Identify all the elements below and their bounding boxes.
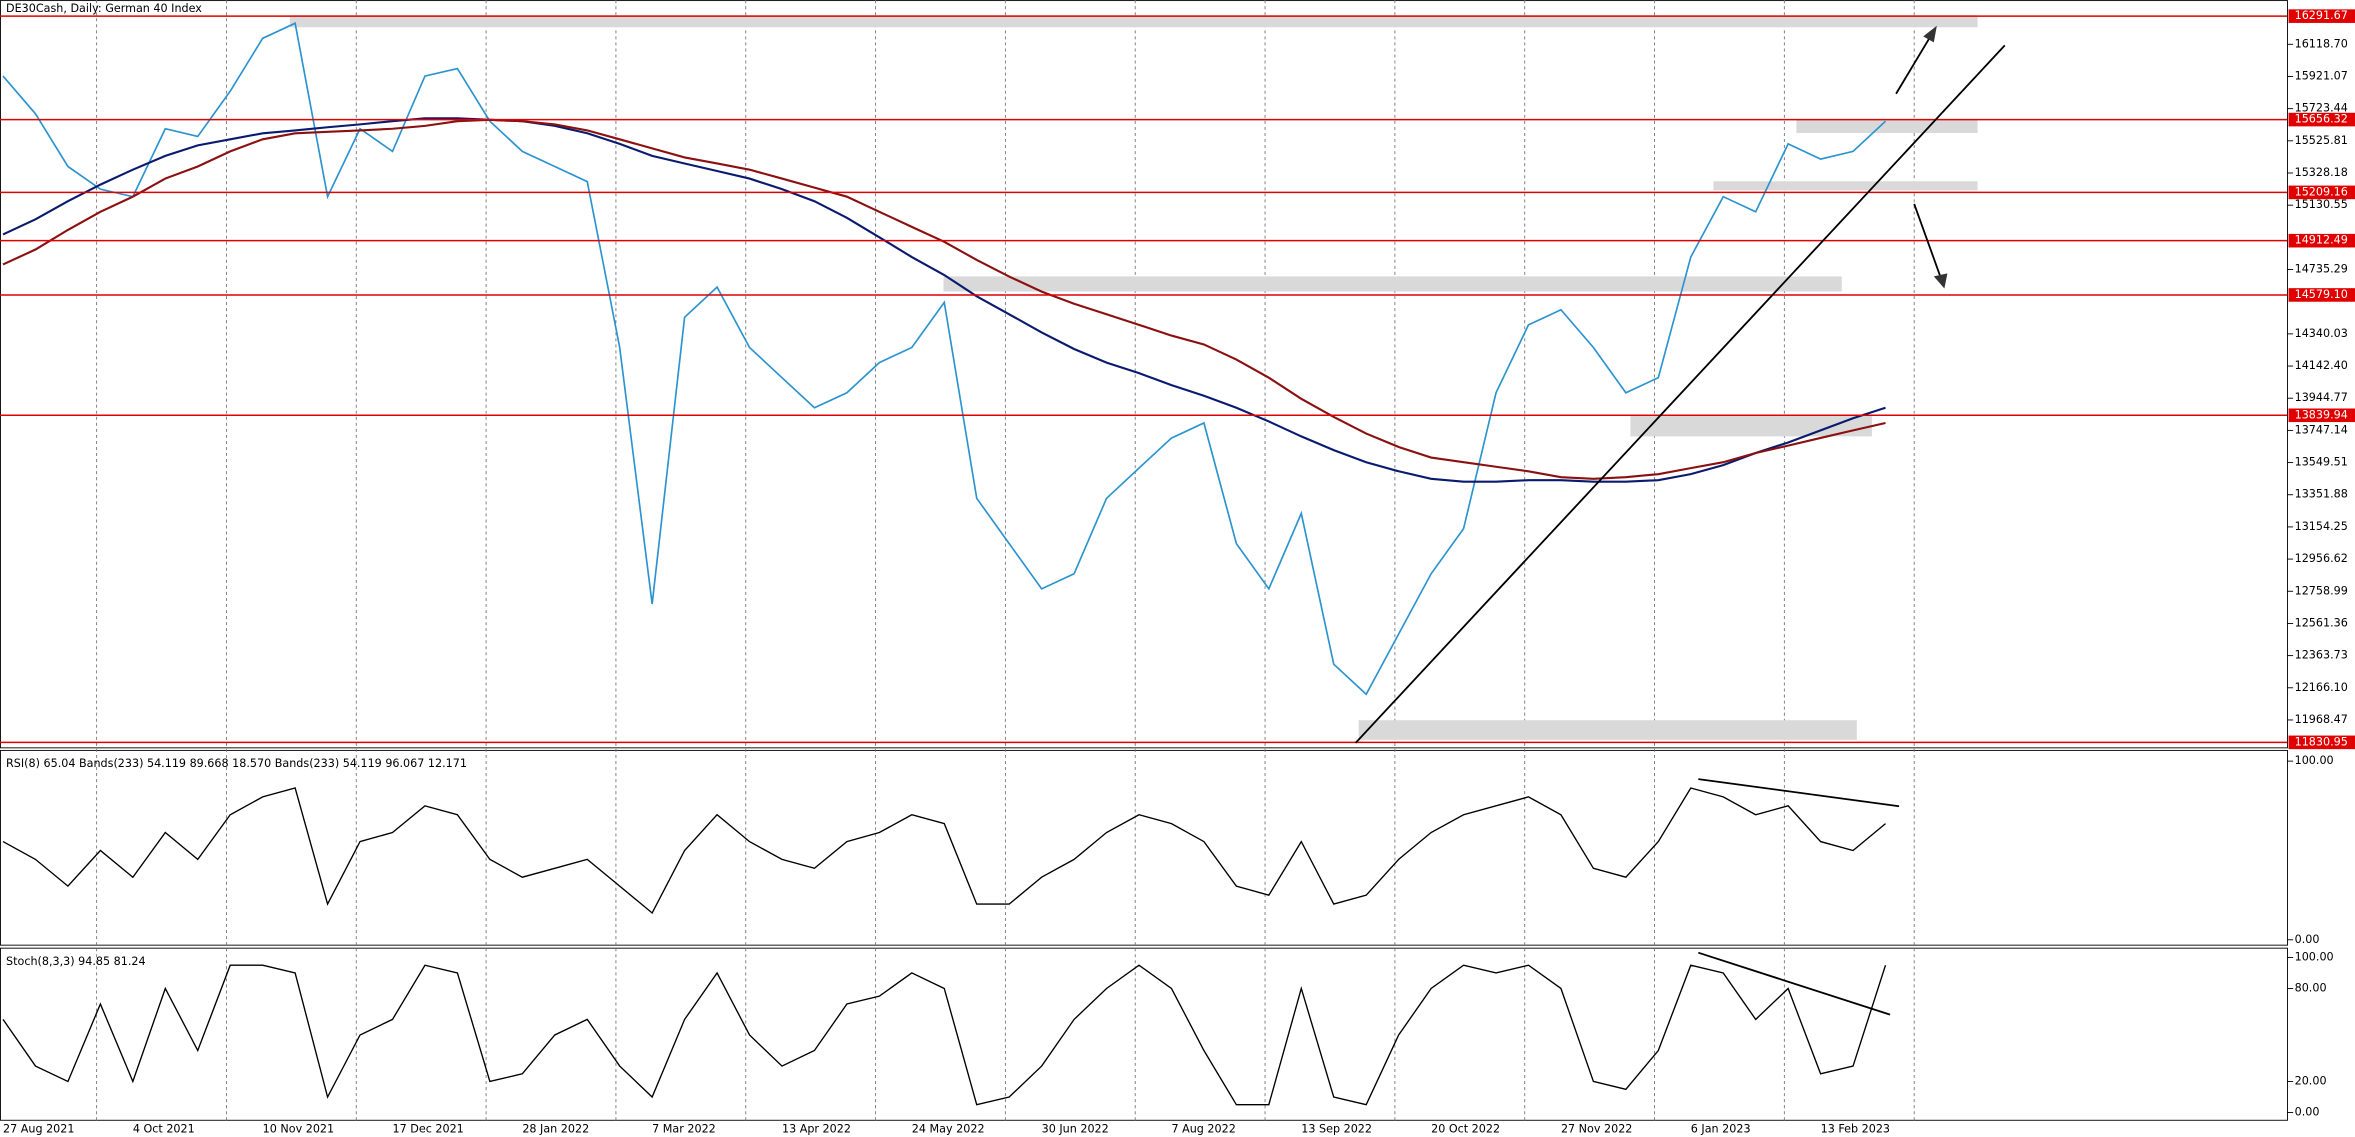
level-label: 13839.94 <box>2295 408 2348 421</box>
x-tick-label: 4 Oct 2021 <box>133 1122 195 1135</box>
level-label-box <box>2288 408 2355 423</box>
line <box>2 22 1887 696</box>
y-tick-label: 12363.73 <box>2295 649 2348 662</box>
zone <box>1630 415 1872 437</box>
level-label: 15209.16 <box>2295 185 2348 198</box>
x-tick-label: 28 Jan 2022 <box>522 1122 589 1135</box>
line <box>2 787 1886 915</box>
arrow-head <box>1923 25 1937 43</box>
drawings <box>1354 25 2006 1016</box>
arrow-down <box>1913 203 1943 280</box>
y-tick-label: 15723.44 <box>2295 102 2348 115</box>
line <box>2 117 1886 483</box>
x-tick-label: 27 Nov 2022 <box>1561 1122 1632 1135</box>
y-tick-label: 15525.81 <box>2295 134 2348 147</box>
x-tick-label: 24 May 2022 <box>912 1122 985 1135</box>
rsi-title: RSI(8) 65.04 Bands(233) 54.119 89.668 18… <box>6 757 467 770</box>
plot: 16118.70 15921.07 15723.44 15525.81 15328.18… <box>0 9 2355 1135</box>
y-tick-label: 13747.14 <box>2295 423 2348 436</box>
level-label-box <box>2288 735 2355 750</box>
y-tick-label: 12166.10 <box>2295 681 2348 694</box>
y-tick-label: 14142.40 <box>2295 359 2348 372</box>
rsi-divergence-line <box>1698 778 1900 808</box>
stoch-panel <box>0 947 2288 1121</box>
zones <box>289 15 1978 740</box>
x-tick-label: 13 Feb 2023 <box>1821 1122 1890 1135</box>
level-label: 14912.49 <box>2295 234 2348 247</box>
y-tick-label: 15130.55 <box>2295 198 2348 211</box>
y-tick-label: 100.00 <box>2295 950 2334 963</box>
level-label-box <box>2288 185 2355 200</box>
level-label: 14579.10 <box>2295 288 2348 301</box>
chart-title: DE30Cash, Daily: German 40 Index <box>6 2 202 15</box>
x-tick-label: 6 Jan 2023 <box>1691 1122 1751 1135</box>
y-tick-label: 80.00 <box>2295 981 2327 994</box>
level-label: 15656.32 <box>2295 113 2348 126</box>
zone <box>1358 720 1857 740</box>
y-tick-label: 13549.51 <box>2295 456 2348 469</box>
level-label-box <box>2288 9 2355 23</box>
zone <box>1796 119 1978 133</box>
x-tick-label: 10 Nov 2021 <box>263 1122 334 1135</box>
y-tick-label: 13944.77 <box>2295 391 2348 404</box>
arrow-up <box>1895 32 1934 95</box>
line <box>2 964 1887 1106</box>
stoch-title: Stoch(8,3,3) 94.85 81.24 <box>6 955 146 968</box>
y-tick-label: 14340.03 <box>2295 327 2348 340</box>
y-tick-label: 0.00 <box>2295 933 2320 946</box>
x-tick-label: 7 Aug 2022 <box>1171 1122 1235 1135</box>
x-tick-label: 17 Dec 2021 <box>393 1122 464 1135</box>
level-label: 11830.95 <box>2295 735 2348 748</box>
line <box>2 118 1886 480</box>
level-label-box <box>2288 112 2355 127</box>
level-label-box <box>2288 288 2355 302</box>
y-tick-label: 0.00 <box>2295 1106 2320 1119</box>
y-tick-label: 15328.18 <box>2295 166 2348 179</box>
stoch-divergence-line <box>1698 951 1891 1016</box>
y-tick-label: 13351.88 <box>2295 488 2348 501</box>
zone <box>1713 181 1978 191</box>
x-tick-label: 13 Sep 2022 <box>1301 1122 1372 1135</box>
y-tick-label: 15921.07 <box>2295 69 2348 82</box>
x-tick-label: 30 Jun 2022 <box>1042 1122 1109 1135</box>
y-tick-label: 12561.36 <box>2295 616 2348 629</box>
y-tick-label: 12758.99 <box>2295 584 2348 597</box>
arrow-head <box>1933 273 1948 289</box>
level-label: 16291.67 <box>2295 9 2348 22</box>
x-tick-label: 7 Mar 2022 <box>652 1122 716 1135</box>
y-tick-label: 100.00 <box>2295 754 2334 767</box>
x-tick-label: 27 Aug 2021 <box>3 1122 74 1135</box>
y-tick-label: 16118.70 <box>2295 37 2348 50</box>
rsi-panel <box>0 749 2288 946</box>
trend-line <box>1354 44 2006 744</box>
zone <box>289 15 1978 28</box>
y-tick-label: 13154.25 <box>2295 520 2348 533</box>
y-tick-label: 20.00 <box>2295 1075 2327 1088</box>
zone <box>943 276 1842 292</box>
y-tick-label: 14735.29 <box>2295 263 2348 276</box>
y-tick-label: 12956.62 <box>2295 552 2348 565</box>
y-tick-label: 11968.47 <box>2295 713 2348 726</box>
x-tick-label: 20 Oct 2022 <box>1431 1122 1500 1135</box>
x-tick-label: 13 Apr 2022 <box>782 1122 851 1135</box>
level-label-box <box>2288 233 2355 248</box>
